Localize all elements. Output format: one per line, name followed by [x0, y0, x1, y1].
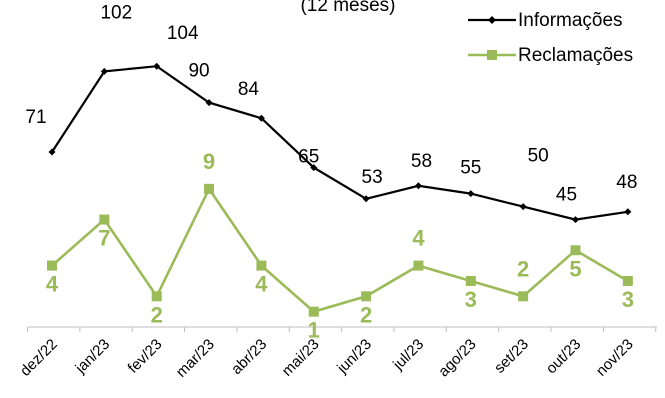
marker-informacoes: [467, 190, 475, 198]
marker-informacoes: [572, 216, 579, 224]
marker-informacoes: [624, 208, 632, 216]
x-tick-label: out/23: [543, 336, 585, 378]
data-label-reclamacoes: 1: [308, 318, 320, 343]
marker-reclamacoes: [99, 214, 110, 225]
data-label-reclamacoes: 4: [46, 272, 59, 297]
x-tick-label: set/23: [491, 336, 532, 377]
marker-reclamacoes: [47, 260, 57, 271]
data-label-informacoes: 90: [188, 61, 209, 82]
marker-reclamacoes: [570, 245, 581, 256]
marker-informacoes: [414, 182, 422, 190]
data-label-informacoes: 53: [362, 167, 383, 188]
data-label-reclamacoes: 2: [517, 256, 529, 281]
chart-title: (12 meses): [300, 0, 395, 16]
x-tick-label: nov/23: [593, 336, 637, 380]
series-lines: [51, 65, 629, 314]
data-label-informacoes: 45: [556, 185, 577, 206]
marker-reclamacoes: [622, 275, 633, 286]
x-tick-label: jun/23: [333, 336, 375, 378]
x-axis-labels: dez/22 jan/23 fev/23 mar/23 abr/23 mai/23 jun/…: [17, 336, 637, 381]
data-label-reclamacoes: 3: [622, 287, 634, 312]
series-markers: [47, 62, 633, 317]
marker-reclamacoes: [465, 275, 476, 286]
x-tick-label: abr/23: [228, 336, 270, 378]
data-label-reclamacoes: 4: [412, 226, 425, 251]
marker-informacoes: [257, 114, 265, 122]
marker-reclamacoes: [204, 183, 215, 194]
marker-reclamacoes: [518, 291, 529, 302]
legend-marker: [487, 50, 497, 60]
x-tick-label: jan/23: [72, 336, 114, 378]
data-label-informacoes: 104: [167, 23, 199, 44]
data-label-informacoes: 71: [25, 107, 46, 128]
data-label-informacoes: 102: [100, 2, 132, 23]
marker-informacoes: [310, 164, 318, 172]
x-tick-label: fev/23: [125, 336, 166, 377]
marker-reclamacoes: [256, 260, 267, 271]
data-label-reclamacoes: 2: [360, 302, 372, 327]
data-label-informacoes: 48: [616, 172, 637, 193]
data-label-reclamacoes: 5: [569, 256, 581, 281]
marker-informacoes: [153, 62, 161, 70]
marker-informacoes: [100, 67, 108, 75]
marker-informacoes: [205, 99, 213, 107]
data-label-reclamacoes: 3: [465, 287, 477, 312]
data-label-reclamacoes: 2: [151, 302, 163, 327]
data-label-informacoes: 55: [460, 158, 481, 179]
data-label-informacoes: 50: [528, 146, 549, 167]
data-label-informacoes: 65: [298, 147, 319, 168]
x-tick-label: ago/23: [435, 336, 479, 380]
marker-informacoes: [48, 148, 56, 156]
legend: Informações Reclamações: [468, 10, 633, 66]
data-label-reclamacoes: 4: [255, 272, 268, 297]
data-label-reclamacoes: 7: [98, 226, 110, 251]
data-label-informacoes: 84: [238, 79, 260, 100]
x-tick-label: jul/23: [389, 336, 427, 374]
legend-label: Informações: [518, 10, 623, 31]
marker-reclamacoes: [151, 291, 162, 302]
data-label-reclamacoes: 9: [203, 149, 215, 174]
x-tick-label: dez/22: [17, 336, 61, 380]
marker-reclamacoes: [361, 291, 372, 302]
marker-reclamacoes: [308, 306, 319, 317]
x-axis-ticks: [27, 327, 657, 332]
series-line-informacoes: [51, 65, 629, 221]
x-tick-label: mar/23: [173, 336, 218, 381]
marker-informacoes: [362, 195, 370, 203]
marker-reclamacoes: [413, 260, 424, 271]
legend-label: Reclamações: [518, 45, 633, 66]
series-line-reclamacoes: [51, 186, 629, 314]
legend-marker: [488, 16, 496, 24]
marker-informacoes: [519, 203, 527, 211]
data-label-informacoes: 58: [411, 151, 432, 172]
